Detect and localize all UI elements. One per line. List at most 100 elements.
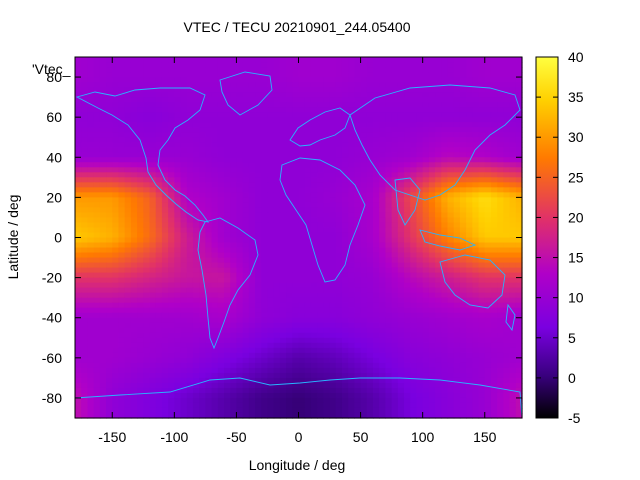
heatmap-cell <box>149 67 157 73</box>
heatmap-cell <box>155 377 163 384</box>
heatmap-cell <box>304 72 312 78</box>
heatmap-cell <box>447 102 455 108</box>
heatmap-cell <box>75 227 82 234</box>
heatmap-cell <box>410 92 418 98</box>
heatmap-cell <box>174 357 182 364</box>
heatmap-cell <box>317 122 324 128</box>
heatmap-cell <box>211 167 219 173</box>
heatmap-cell <box>441 317 449 324</box>
heatmap-cell <box>124 152 132 158</box>
heatmap-cell <box>410 232 418 239</box>
heatmap-cell <box>199 252 206 259</box>
heatmap-cell <box>341 392 349 399</box>
heatmap-cell <box>453 342 461 349</box>
heatmap-cell <box>435 262 442 269</box>
heatmap-cell <box>149 272 157 279</box>
heatmap-cell <box>447 107 455 113</box>
heatmap-cell <box>143 267 151 274</box>
heatmap-cell <box>410 367 418 374</box>
heatmap-cell <box>137 257 144 264</box>
heatmap-cell <box>236 67 244 73</box>
heatmap-cell <box>379 302 387 309</box>
heatmap-cell <box>87 72 95 78</box>
heatmap-cell <box>75 87 82 93</box>
heatmap-cell <box>335 247 343 254</box>
heatmap-cell <box>217 257 225 264</box>
heatmap-cell <box>199 362 206 369</box>
heatmap-cell <box>217 147 225 153</box>
heatmap-cell <box>366 232 374 239</box>
heatmap-cell <box>310 307 318 314</box>
heatmap-cell <box>484 222 492 229</box>
heatmap-cell <box>99 262 107 269</box>
heatmap-cell <box>168 267 175 274</box>
heatmap-cell <box>292 362 300 369</box>
heatmap-cell <box>137 217 144 224</box>
heatmap-cell <box>261 287 269 294</box>
heatmap-cell <box>397 177 405 183</box>
heatmap-cell <box>292 342 300 349</box>
heatmap-cell <box>112 317 120 324</box>
heatmap-cell <box>397 312 405 319</box>
heatmap-cell <box>484 377 492 384</box>
heatmap-cell <box>459 232 467 239</box>
heatmap-cell <box>422 257 430 264</box>
heatmap-cell <box>497 82 504 88</box>
heatmap-cell <box>112 342 120 349</box>
heatmap-cell <box>106 402 113 409</box>
heatmap-cell <box>161 167 169 173</box>
heatmap-cell <box>391 387 399 394</box>
heatmap-cell <box>161 337 169 344</box>
heatmap-cell <box>341 242 349 249</box>
heatmap-cell <box>273 207 281 214</box>
heatmap-cell <box>155 307 163 314</box>
heatmap-cell <box>453 282 461 289</box>
heatmap-cell <box>428 397 436 404</box>
heatmap-cell <box>373 197 380 203</box>
heatmap-cell <box>385 262 393 269</box>
heatmap-cell <box>341 372 349 379</box>
heatmap-cell <box>329 117 337 123</box>
heatmap-cell <box>161 102 169 108</box>
heatmap-cell <box>404 212 411 219</box>
heatmap-cell <box>267 327 275 334</box>
heatmap-cell <box>93 267 101 274</box>
heatmap-cell <box>441 227 449 234</box>
heatmap-cell <box>416 167 424 173</box>
heatmap-cell <box>503 372 511 379</box>
heatmap-cell <box>329 217 337 224</box>
heatmap-cell <box>310 67 318 73</box>
heatmap-cell <box>397 362 405 369</box>
heatmap-cell <box>93 377 101 384</box>
heatmap-cell <box>279 67 287 73</box>
heatmap-cell <box>155 212 163 219</box>
heatmap-cell <box>93 237 101 244</box>
heatmap-cell <box>348 82 355 88</box>
heatmap-cell <box>205 352 213 359</box>
heatmap-cell <box>186 312 194 319</box>
heatmap-cell <box>484 117 492 123</box>
heatmap-cell <box>478 242 486 249</box>
heatmap-cell <box>354 362 362 369</box>
heatmap-cell <box>466 87 473 93</box>
heatmap-cell <box>161 187 169 193</box>
heatmap-cell <box>298 237 306 244</box>
heatmap-cell <box>93 292 101 299</box>
heatmap-cell <box>329 182 337 188</box>
heatmap-cell <box>248 302 256 309</box>
heatmap-cell <box>174 287 182 294</box>
heatmap-cell <box>87 127 95 133</box>
heatmap-cell <box>161 367 169 374</box>
heatmap-cell <box>354 237 362 244</box>
heatmap-cell <box>242 367 250 374</box>
heatmap-cell <box>273 167 281 173</box>
heatmap-cell <box>155 317 163 324</box>
heatmap-cell <box>298 297 306 304</box>
heatmap-cell <box>168 152 175 158</box>
heatmap-cell <box>230 247 238 254</box>
heatmap-cell <box>484 257 492 264</box>
heatmap-cell <box>428 57 436 63</box>
heatmap-cell <box>310 207 318 214</box>
heatmap-cell <box>366 252 374 259</box>
heatmap-cell <box>224 87 231 93</box>
